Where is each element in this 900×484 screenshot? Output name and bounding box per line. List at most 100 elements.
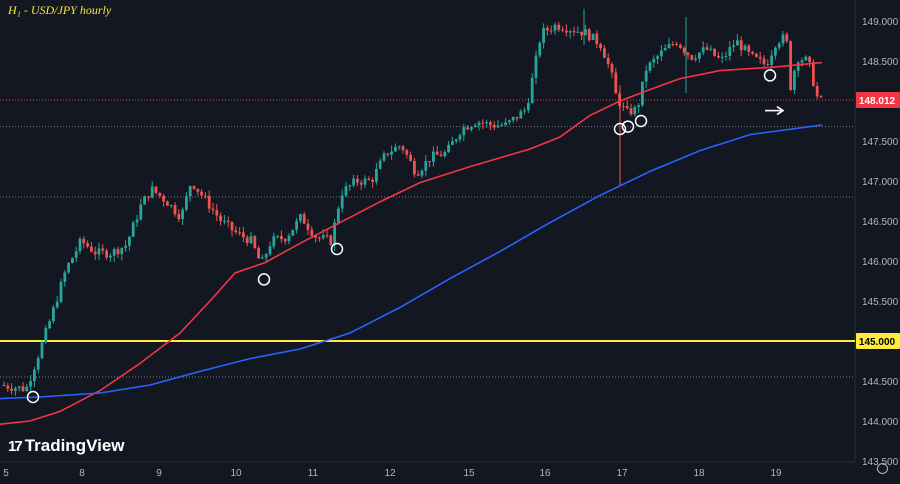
candle-body (363, 178, 367, 185)
candle-body (796, 62, 800, 71)
moving-average-red (0, 61, 823, 425)
candle-body (17, 386, 21, 389)
candle-body (352, 178, 355, 186)
tradingview-logo-text: TradingView (24, 436, 125, 455)
candle-body (337, 208, 340, 223)
x-tick-label: 10 (230, 468, 242, 479)
candle-body (739, 40, 743, 51)
candle-body (770, 55, 773, 66)
candle-body (196, 188, 200, 192)
gear-icon[interactable] (877, 463, 888, 474)
candle-body (272, 236, 276, 247)
candle-body (686, 52, 690, 56)
candle-body (732, 45, 735, 48)
candle-body (774, 47, 777, 56)
candle-body (181, 209, 184, 220)
candle-body (63, 272, 67, 282)
candle-body (143, 196, 146, 205)
candle-body (644, 70, 648, 82)
candle-body (694, 58, 697, 60)
candle-body (261, 257, 264, 259)
candle-body (211, 208, 215, 211)
candle-body (485, 122, 488, 124)
candle-body (481, 122, 485, 124)
candle-body (428, 161, 431, 163)
candle-body (610, 63, 614, 73)
candle-body (135, 219, 139, 223)
x-tick-label: 18 (693, 468, 705, 479)
candle-body (599, 44, 602, 49)
candle-body (511, 116, 515, 121)
candle-body (382, 153, 386, 161)
candle-body (675, 44, 678, 46)
current-price-tag-bg (856, 92, 900, 109)
candle-body (128, 236, 131, 246)
candle-body (25, 386, 29, 392)
candle-body (542, 27, 545, 43)
candle-body (492, 125, 496, 128)
candle-body (158, 192, 162, 196)
candle-body (109, 255, 112, 258)
candle-body (409, 154, 412, 162)
candle-body (386, 153, 390, 155)
candle-body (755, 53, 758, 57)
candle-body (150, 186, 154, 198)
candle-body (318, 237, 321, 239)
candle-body (591, 33, 595, 41)
candle-body (90, 246, 93, 252)
candle-body (815, 85, 819, 97)
candle-body (580, 31, 583, 36)
circle-marker (634, 114, 648, 128)
candle-body (447, 144, 450, 153)
candle-body (280, 236, 283, 240)
candle-body (819, 96, 823, 98)
candle-body (74, 251, 78, 258)
candle-body (568, 31, 572, 33)
y-tick-label: 149.000 (862, 17, 899, 28)
candle-body (371, 179, 374, 182)
candle-body (451, 141, 454, 145)
x-tick-label: 8 (79, 468, 85, 479)
candle-body (283, 239, 287, 242)
candle-body (489, 122, 492, 126)
candle-body (36, 358, 40, 370)
candle-body (595, 33, 599, 45)
candle-body (268, 246, 272, 255)
candle-body (804, 56, 808, 61)
candle-body (295, 220, 298, 230)
candle-body (367, 178, 371, 180)
candle-body (329, 235, 333, 245)
candle-body (52, 307, 55, 322)
candle-body (120, 247, 124, 255)
candle-body (751, 51, 754, 54)
candle-body (86, 243, 89, 247)
candle-body (667, 44, 671, 49)
candle-body (637, 105, 640, 108)
candle-body (2, 385, 6, 386)
candle-body (785, 34, 789, 42)
y-tick-label: 143.500 (862, 457, 899, 468)
candle-body (648, 62, 652, 71)
candle-body (766, 64, 770, 66)
candle-body (713, 48, 716, 56)
candle-body (131, 222, 135, 237)
candle-body (124, 245, 127, 248)
candle-body (500, 125, 504, 127)
candle-body (728, 47, 732, 56)
candle-body (310, 229, 314, 236)
candle-body (59, 281, 63, 302)
candle-body (743, 45, 747, 51)
candle-body (397, 146, 401, 148)
candle-body (394, 146, 397, 152)
candle-body (147, 196, 150, 198)
candle-body (473, 125, 477, 127)
candle-body (21, 386, 25, 392)
candle-body (584, 29, 587, 36)
candle-body (641, 81, 644, 106)
candle-body (736, 40, 739, 46)
candle-body (78, 238, 82, 252)
candle-body (192, 185, 196, 189)
y-tick-label: 145.500 (862, 297, 899, 308)
candle-body (112, 249, 116, 256)
